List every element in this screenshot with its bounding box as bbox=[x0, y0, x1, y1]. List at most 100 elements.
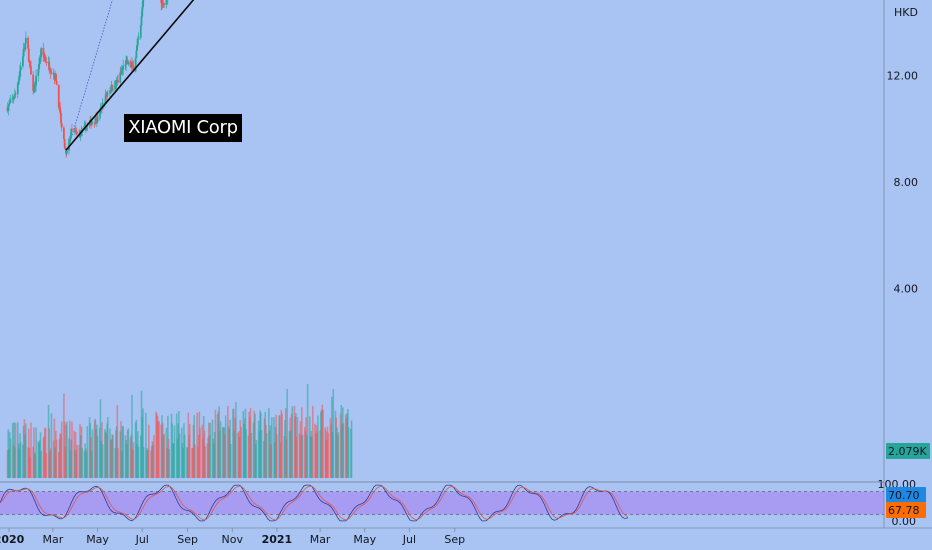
stochastic-k-tag-bg bbox=[886, 487, 926, 503]
candle-body bbox=[129, 61, 132, 68]
volume-tag: 2.079K bbox=[888, 445, 927, 458]
volume-bar bbox=[158, 421, 160, 478]
volume-bar bbox=[163, 433, 165, 478]
candle-body bbox=[78, 132, 81, 134]
volume-bar bbox=[137, 446, 140, 478]
volume-bar bbox=[235, 402, 237, 478]
volume-bar bbox=[45, 453, 48, 478]
candle-body bbox=[16, 83, 19, 95]
candle-body bbox=[17, 80, 20, 84]
candle-body bbox=[30, 66, 32, 75]
candle-body bbox=[112, 89, 114, 91]
volume-bar bbox=[317, 415, 319, 478]
candle-body bbox=[40, 48, 43, 58]
volume-bar bbox=[145, 412, 147, 478]
volume-bar bbox=[168, 449, 171, 478]
candle-body bbox=[38, 57, 41, 65]
volume-bar bbox=[107, 417, 109, 478]
volume-bar bbox=[347, 427, 350, 478]
candle-body bbox=[68, 139, 70, 151]
candle-body bbox=[130, 65, 133, 68]
candle-body bbox=[114, 81, 117, 90]
time-tick-label: Mar bbox=[43, 533, 64, 546]
volume-bars bbox=[6, 383, 353, 478]
candle-body bbox=[115, 80, 118, 84]
candle-body bbox=[9, 99, 12, 103]
candle-body bbox=[14, 93, 17, 95]
candle-body bbox=[90, 122, 93, 126]
volume-bar bbox=[214, 409, 217, 478]
candle-body bbox=[27, 48, 30, 62]
candlesticks bbox=[6, 0, 169, 158]
candle-body bbox=[137, 37, 140, 40]
time-tick-label: Jul bbox=[135, 533, 149, 546]
volume-bar bbox=[189, 424, 191, 478]
volume-bar bbox=[50, 413, 53, 478]
candle-body bbox=[63, 127, 65, 140]
price-tick-label: 12.00 bbox=[887, 70, 919, 83]
candle-body bbox=[63, 139, 66, 148]
candle-body bbox=[22, 48, 25, 57]
volume-bar bbox=[101, 444, 104, 478]
volume-bar bbox=[270, 417, 273, 478]
candle-body bbox=[96, 115, 99, 122]
volume-bar bbox=[209, 423, 212, 478]
candle-body bbox=[60, 112, 62, 124]
candle-body bbox=[163, 3, 166, 5]
candle-body bbox=[139, 25, 142, 38]
candle-body bbox=[104, 94, 107, 103]
volume-bar bbox=[332, 389, 335, 478]
time-tick-label: Mar bbox=[310, 533, 331, 546]
candle-body bbox=[122, 66, 125, 70]
candle-body bbox=[27, 37, 29, 49]
candle-body bbox=[43, 55, 46, 58]
candle-body bbox=[109, 90, 111, 94]
candle-body bbox=[8, 103, 10, 107]
candle-body bbox=[60, 123, 63, 128]
volume-bar bbox=[9, 438, 12, 478]
candle-body bbox=[90, 119, 92, 126]
candle-body bbox=[22, 56, 24, 67]
trendlines bbox=[65, 0, 195, 151]
volume-bar bbox=[96, 435, 99, 478]
volume-bar bbox=[281, 413, 283, 478]
volume-bar bbox=[350, 420, 353, 478]
volume-bar bbox=[219, 421, 222, 478]
candle-body bbox=[33, 84, 36, 93]
candle-body bbox=[55, 80, 58, 85]
volume-bar bbox=[196, 412, 198, 478]
candle-body bbox=[69, 135, 72, 141]
candle-body bbox=[161, 0, 164, 6]
candle-body bbox=[18, 75, 21, 81]
time-tick-label: 2021 bbox=[262, 533, 293, 546]
volume-bar bbox=[337, 432, 340, 478]
volume-bar bbox=[14, 423, 17, 478]
candle-body bbox=[59, 106, 62, 113]
volume-bar bbox=[265, 433, 268, 478]
volume-bar bbox=[301, 434, 304, 478]
volume-bar bbox=[117, 448, 119, 478]
volume-bar bbox=[60, 421, 63, 478]
candle-body bbox=[35, 75, 37, 86]
candle-body bbox=[65, 150, 68, 154]
volume-bar bbox=[255, 439, 258, 478]
volume-bar bbox=[148, 424, 150, 478]
time-tick-label: May bbox=[353, 533, 376, 546]
candle-body bbox=[19, 66, 22, 71]
volume-bar bbox=[68, 420, 71, 478]
volume-bar bbox=[342, 423, 345, 478]
currency-label: HKD bbox=[894, 6, 918, 19]
time-tick-label: Sep bbox=[444, 533, 465, 546]
stochastic-d-tag: 67.78 bbox=[888, 504, 920, 517]
candle-body bbox=[42, 48, 45, 56]
candle-body bbox=[50, 72, 53, 74]
candle-body bbox=[64, 147, 67, 150]
candle-body bbox=[29, 61, 32, 67]
volume-bar bbox=[142, 446, 145, 478]
candle-body bbox=[32, 74, 35, 91]
candle-body bbox=[7, 106, 10, 112]
volume-bar bbox=[250, 433, 253, 478]
